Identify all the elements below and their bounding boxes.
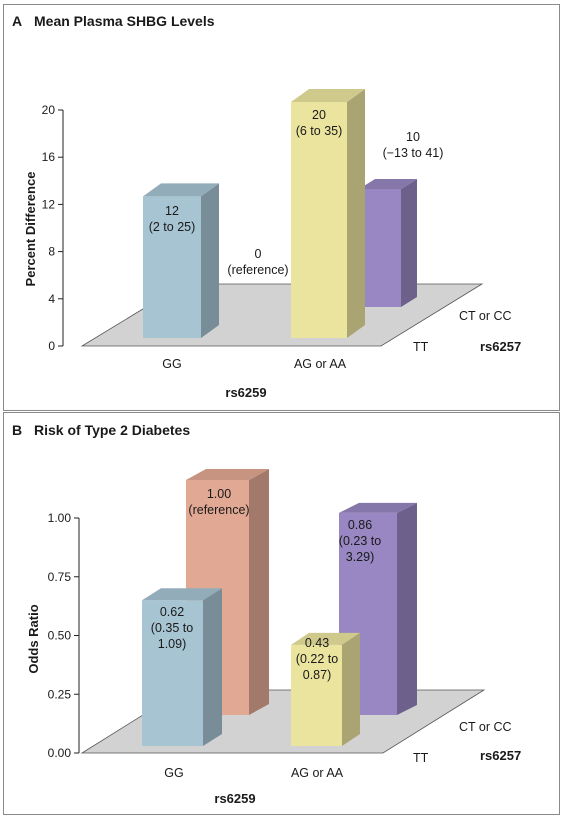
bar-value-label: 20 <box>312 108 326 122</box>
panel-b-diabetes: B Risk of Type 2 Diabetes 0.00 0.25 0.50 0.… <box>3 412 560 815</box>
bar-top-face <box>291 89 365 102</box>
panel-a-letter: A <box>12 13 22 29</box>
chart-b-x-category-ag-aa: AG or AA <box>291 766 344 780</box>
chart-a-x-category-gg: GG <box>162 357 181 371</box>
bar-value-label: 0.62 <box>160 605 184 619</box>
chart-b-depth-tt: TT <box>413 751 429 765</box>
bar-top-face <box>359 179 417 189</box>
bar-side-face <box>201 183 219 338</box>
bar-value-label: 1.09) <box>158 637 187 651</box>
bar-side-face <box>249 469 269 715</box>
chart-b-y-ticks: 0.00 0.25 0.50 0.75 1.00 <box>48 511 79 760</box>
panel-b-title: Risk of Type 2 Diabetes <box>34 422 190 438</box>
chart-a-depth-ct-cc: CT or CC <box>459 309 512 323</box>
y-tick-label: 0.00 <box>48 746 72 760</box>
bar-top-face <box>291 632 360 645</box>
y-tick-label: 0.25 <box>48 687 72 701</box>
panel-a-title: Mean Plasma SHBG Levels <box>34 13 215 29</box>
chart-a-bars: 0 (reference) 10 (−13 to 41) 12 (2 to 25) 20 (6… <box>143 89 443 338</box>
bar-value-label: (6 to 35) <box>296 124 343 138</box>
bar-value-label: 0.87) <box>303 668 332 682</box>
bar-front-face <box>291 102 347 338</box>
chart-b-depth-ct-cc: CT or CC <box>459 720 512 734</box>
bar-value-label: 3.29) <box>346 550 375 564</box>
y-tick-label: 0 <box>48 339 55 353</box>
bar-side-face <box>401 179 417 307</box>
bar-value-label: (reference) <box>227 263 288 277</box>
y-tick-label: 0.75 <box>48 570 72 584</box>
bar-ag-aa-tt: 20 (6 to 35) <box>291 89 365 338</box>
chart-a-y-ticks: 0 4 8 12 16 20 <box>42 103 63 353</box>
chart-a-floor <box>80 283 484 347</box>
chart-b-y-axis-label: Odds Ratio <box>26 604 41 673</box>
y-tick-label: 12 <box>42 197 56 211</box>
bar-value-label: 12 <box>165 204 179 218</box>
bar-value-label: 0.86 <box>348 518 372 532</box>
y-tick-label: 20 <box>42 103 56 117</box>
bar-value-label: 0.43 <box>305 636 329 650</box>
bar-front-face <box>359 189 401 307</box>
bar-front-face <box>142 600 203 746</box>
chart-b-svg: B Risk of Type 2 Diabetes 0.000.250.500.… <box>12 422 521 806</box>
bar-top-face <box>143 183 219 197</box>
bar-value-label: (−13 to 41) <box>383 146 444 160</box>
chart-a-depth-axis-label: rs6257 <box>480 339 521 354</box>
bar-side-face <box>203 588 222 746</box>
y-tick-label: 4 <box>48 292 55 306</box>
bar-top-face <box>142 588 222 601</box>
bar-value-label: (0.35 to <box>151 621 193 635</box>
panel-a-shbg: A Mean Plasma SHBG Levels 0 4 8 12 16 20 0 (re… <box>3 4 560 411</box>
panel-b-letter: B <box>12 422 22 438</box>
bar-ag-aa-tt: 0.43 (0.22 to 0.87) <box>291 632 360 746</box>
bar-value-label: (2 to 25) <box>149 220 196 234</box>
chart-a-x-category-ag-aa: AG or AA <box>294 357 347 371</box>
y-tick-label: 8 <box>48 245 55 259</box>
chart-b-depth-axis-label: rs6257 <box>480 748 521 763</box>
bar-front-face <box>143 196 201 338</box>
bar-value-label: (0.22 to <box>296 652 338 666</box>
y-tick-label: 16 <box>42 150 56 164</box>
bar-value-label: (reference) <box>188 503 249 517</box>
y-tick-label: 1.00 <box>48 511 72 525</box>
bar-value-label: (0.23 to <box>339 534 381 548</box>
y-tick-label: 0.50 <box>48 629 72 643</box>
chart-b-x-category-gg: GG <box>164 766 183 780</box>
chart-b-bars: 1.00 (reference) 0.86 (0.23 to 3.29) 0.62 (0.3… <box>142 469 417 746</box>
bar-value-label: 10 <box>406 130 420 144</box>
bar-top-face <box>339 502 417 513</box>
chart-a-svg: A Mean Plasma SHBG Levels 0 4 8 12 16 20 0 (re… <box>12 13 521 400</box>
bar-side-face <box>397 502 417 715</box>
bar-gg-tt: 0.62 (0.35 to 1.09) <box>142 588 222 746</box>
chart-a-y-axis-label: Percent Difference <box>23 172 38 287</box>
chart-a-x-axis-label: rs6259 <box>225 385 266 400</box>
chart-b-x-axis-label: rs6259 <box>214 791 255 806</box>
bar-ag-aa-ct-cc: 10 (−13 to 41) <box>359 130 443 307</box>
bar-side-face <box>342 632 360 746</box>
bar-top-face <box>186 469 269 480</box>
bar-side-face <box>347 89 365 338</box>
chart-a-depth-tt: TT <box>413 340 429 354</box>
bar-value-label: 1.00 <box>207 487 231 501</box>
bar-front-face <box>291 644 342 746</box>
bar-value-label: 0 <box>255 247 262 261</box>
bar-gg-tt: 12 (2 to 25) <box>143 183 219 338</box>
bar-gg-ct-cc: 0 (reference) <box>227 247 288 277</box>
